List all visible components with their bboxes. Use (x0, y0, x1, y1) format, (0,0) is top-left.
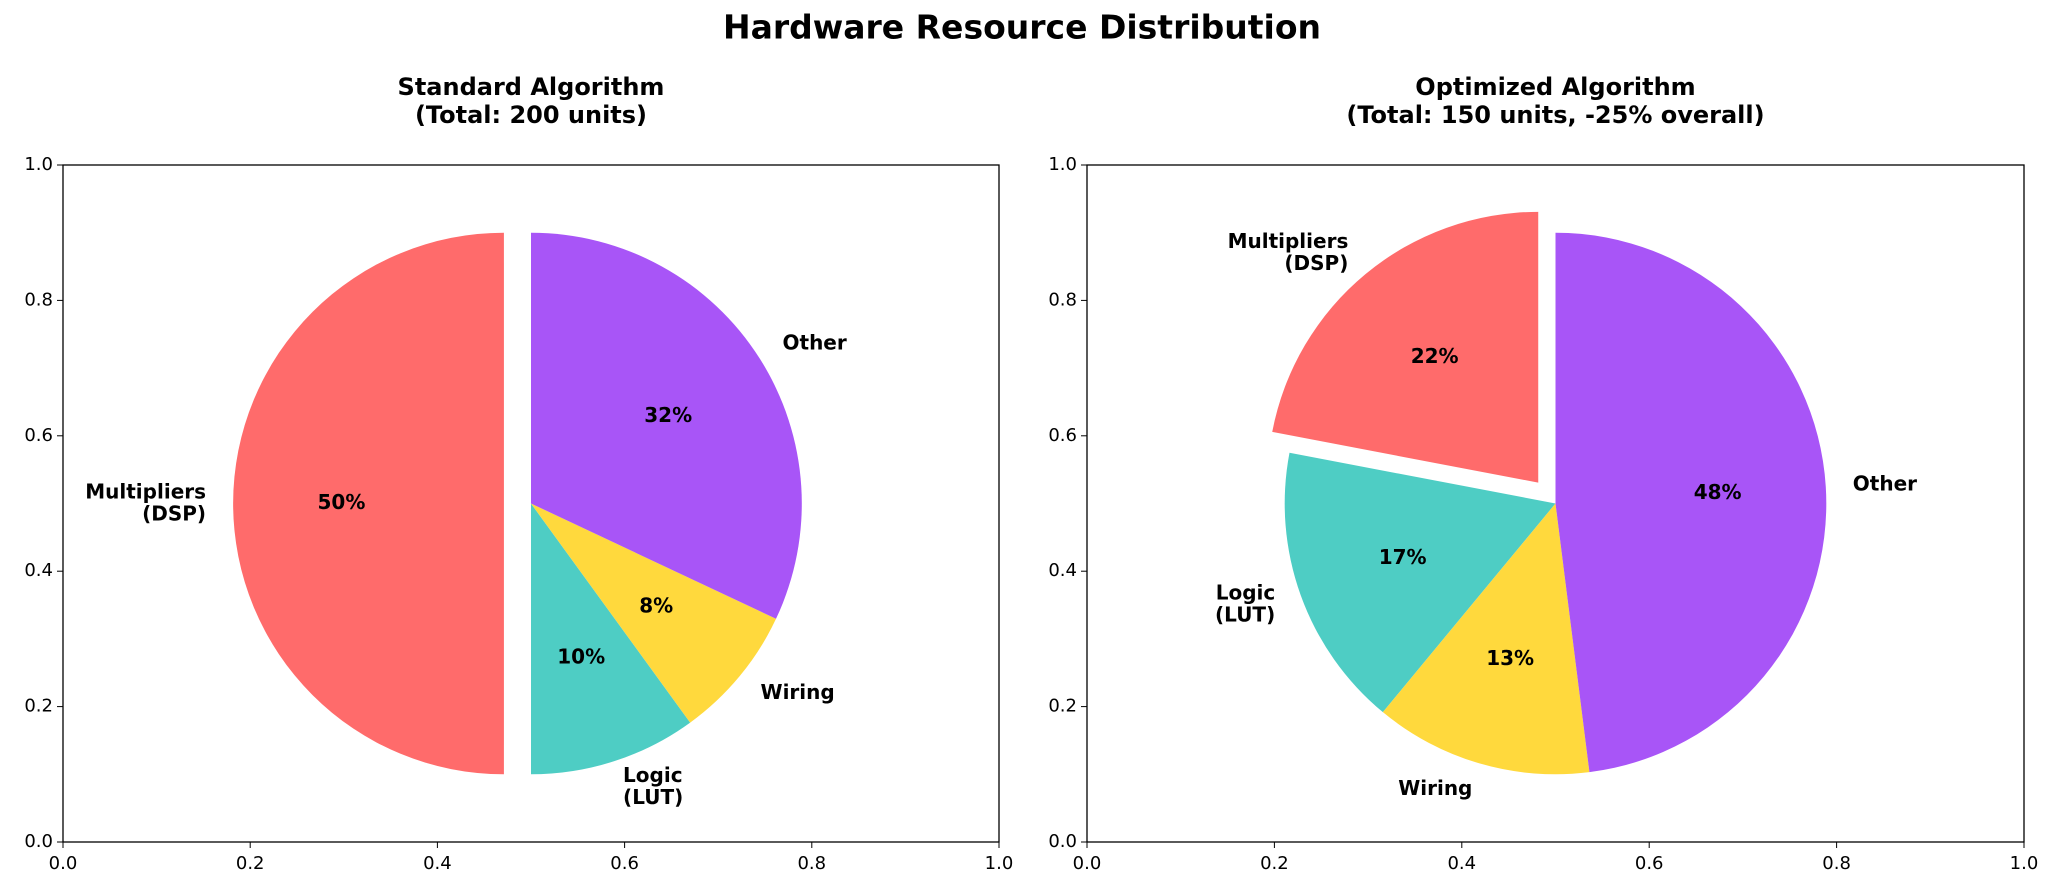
x-tick-label: 0.0 (49, 853, 78, 874)
percent-label: 13% (1486, 646, 1534, 670)
y-tick-label: 0.0 (24, 831, 53, 852)
y-tick-label: 0.4 (1048, 560, 1077, 581)
pie-slice (1272, 211, 1539, 483)
x-tick-label: 0.4 (423, 853, 452, 874)
slice-label: Wiring (1398, 776, 1472, 800)
slice-label: Logic (LUT) (623, 762, 683, 808)
pie-slice (233, 232, 504, 775)
y-tick-label: 0.8 (24, 289, 53, 310)
pie-slice (1555, 232, 1827, 773)
x-tick-label: 0.6 (1635, 853, 1664, 874)
x-tick-label: 0.6 (610, 853, 639, 874)
x-tick-label: 0.8 (1822, 853, 1851, 874)
percent-label: 10% (557, 645, 605, 669)
axes-frame (62, 164, 1000, 843)
pie-slice (531, 232, 802, 619)
x-tick-label: 1.0 (2010, 853, 2039, 874)
axes-frame (1086, 164, 2025, 843)
slice-label: Logic (LUT) (1215, 580, 1275, 626)
y-tick-label: 0.2 (24, 696, 53, 717)
percent-label: 50% (318, 490, 366, 514)
x-tick-label: 0.4 (1447, 853, 1476, 874)
slice-label: Multipliers (DSP) (1228, 229, 1349, 275)
y-tick-label: 0.8 (1048, 289, 1077, 310)
pie-slice (1284, 452, 1556, 713)
slice-label: Wiring (761, 680, 835, 704)
slice-label: Other (1853, 471, 1917, 495)
chart-title: Standard Algorithm (Total: 200 units) (398, 73, 665, 129)
y-tick-label: 0.0 (1048, 831, 1077, 852)
pie-slice (531, 503, 777, 723)
y-tick-label: 0.4 (24, 560, 53, 581)
percent-label: 48% (1694, 480, 1742, 504)
percent-label: 22% (1411, 344, 1459, 368)
percent-label: 32% (644, 403, 692, 427)
x-tick-label: 0.2 (236, 853, 265, 874)
slice-label: Other (783, 330, 847, 354)
y-tick-label: 1.0 (1048, 154, 1077, 175)
percent-label: 8% (639, 594, 673, 618)
chart-title: Optimized Algorithm (Total: 150 units, -2… (1346, 73, 1764, 129)
pie-slice (1382, 503, 1590, 775)
percent-label: 17% (1379, 545, 1427, 569)
x-tick-label: 0.8 (797, 853, 826, 874)
y-tick-label: 0.6 (24, 425, 53, 446)
y-tick-label: 1.0 (24, 154, 53, 175)
x-tick-label: 1.0 (985, 853, 1014, 874)
x-tick-label: 0.0 (1073, 853, 1102, 874)
y-tick-label: 0.6 (1048, 425, 1077, 446)
pie-slice (531, 503, 691, 775)
x-tick-label: 0.2 (1260, 853, 1289, 874)
slice-label: Multipliers (DSP) (85, 479, 206, 525)
figure-title: Hardware Resource Distribution (723, 8, 1321, 47)
y-tick-label: 0.2 (1048, 696, 1077, 717)
